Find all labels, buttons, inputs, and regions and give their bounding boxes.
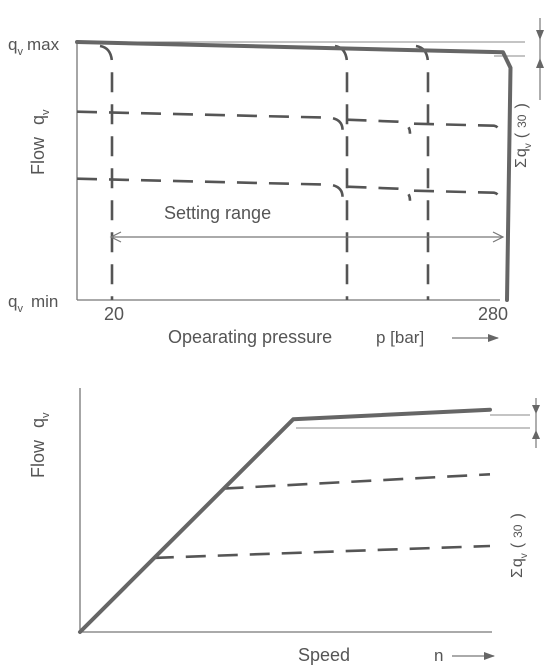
top-x-axis-title: Opearating pressure <box>168 327 332 347</box>
top-x-tick-280: 280 <box>478 304 508 324</box>
top-dashed-cutoff-2 <box>334 44 349 300</box>
svg-text:Σqv(30): Σqv(30) <box>513 103 534 168</box>
svg-text:Σqv(30): Σqv(30) <box>509 513 530 578</box>
pressure-flow-chart: Setting range qv max qv min Flowqv 20 280 … <box>8 18 544 347</box>
bottom-dashed-series-2 <box>153 544 491 560</box>
top-dashed-cutoff-1 <box>99 44 114 300</box>
bottom-dashed-series-1 <box>223 473 491 490</box>
top-dashed-curves <box>76 44 502 300</box>
bottom-main-curve <box>78 407 492 634</box>
svg-text:Flowqv: Flowqv <box>28 109 52 175</box>
top-tolerance-indicator <box>536 18 544 100</box>
setting-range-label: Setting range <box>164 203 271 223</box>
top-qv-min-label: qv min <box>8 292 58 315</box>
bottom-x-axis-unit: n <box>434 646 443 665</box>
bottom-dashed-curves <box>153 473 491 560</box>
top-x-arrow-icon <box>452 334 499 342</box>
top-x-tick-20: 20 <box>104 304 124 324</box>
bottom-x-axis-title: Speed <box>298 645 350 665</box>
top-dashed-flow-level-1 <box>76 110 502 136</box>
speed-flow-chart: Flowqv Speed n Σqv(30) <box>28 388 540 665</box>
bottom-tolerance-indicator <box>532 398 540 448</box>
top-x-axis-unit: p [bar] <box>376 328 424 347</box>
top-dashed-flow-level-2 <box>76 177 502 203</box>
top-qv-max-label: qv max <box>8 35 60 58</box>
bottom-tolerance-label: Σqv(30) <box>509 513 530 578</box>
top-dashed-cutoff-3 <box>415 44 430 300</box>
svg-text:Flowqv: Flowqv <box>28 412 52 478</box>
top-tolerance-label: Σqv(30) <box>513 103 534 168</box>
bottom-y-axis-title: Flowqv <box>28 412 52 478</box>
setting-range-arrow <box>109 231 505 243</box>
top-main-curve <box>75 40 513 302</box>
top-y-axis-title: Flowqv <box>28 109 52 175</box>
bottom-x-arrow-icon <box>452 652 495 660</box>
